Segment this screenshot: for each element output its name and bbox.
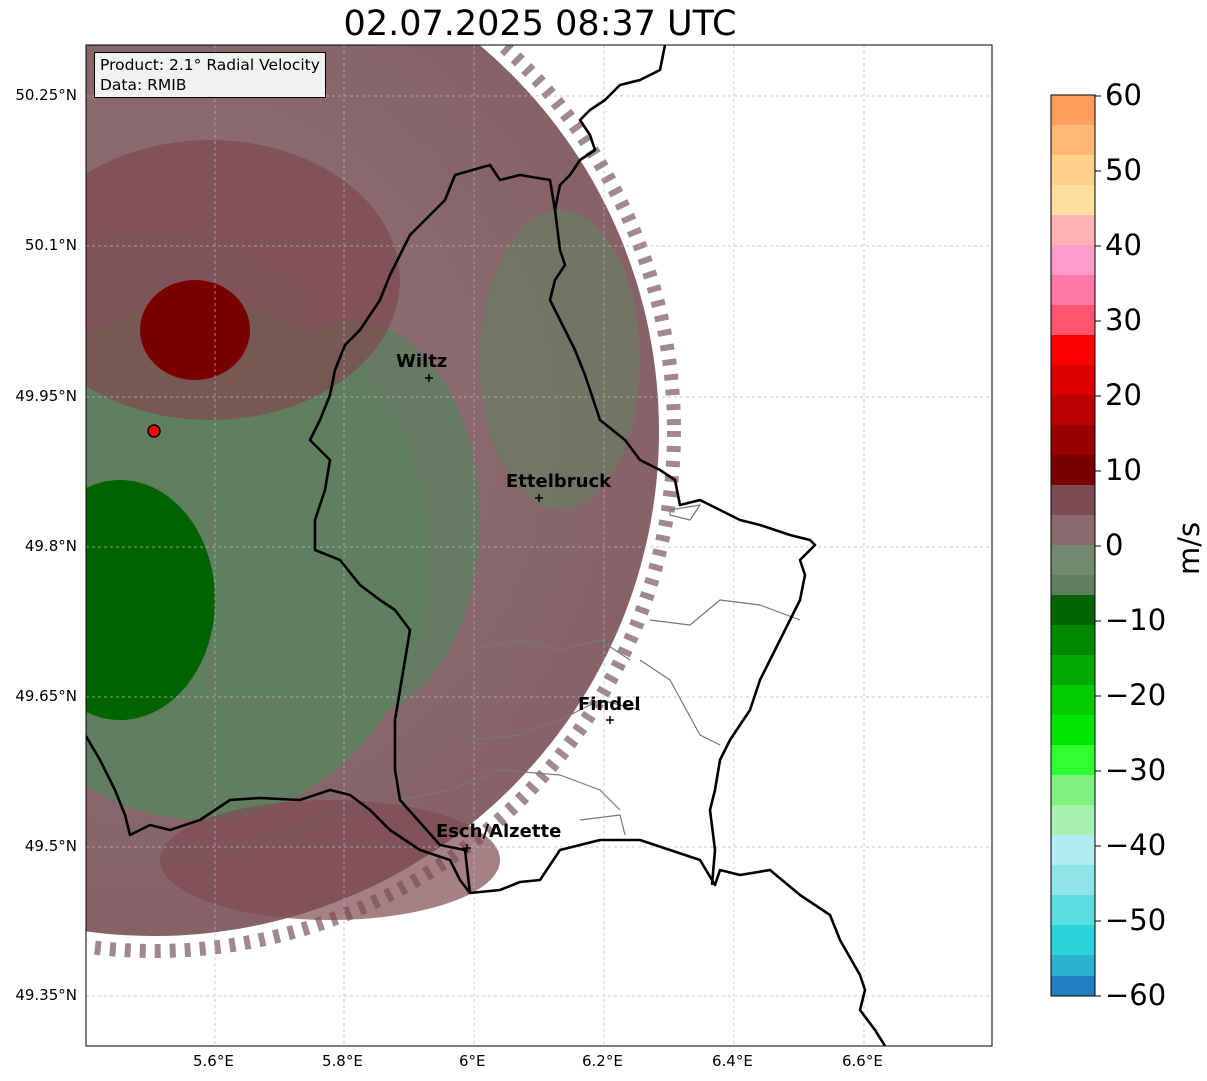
colorbar-tick-label: 60 [1105, 78, 1142, 112]
lat-tick-label: 49.8°N [24, 537, 77, 555]
colorbar-tick-label: 0 [1105, 528, 1124, 562]
strong-away-core [140, 280, 250, 380]
lat-tick-label: 49.95°N [15, 387, 77, 405]
city-markers [425, 374, 614, 852]
colorbar-tick-label: 50 [1105, 153, 1142, 187]
lon-tick-label: 6.4°E [712, 1052, 753, 1070]
lon-tick-label: 6.6°E [842, 1052, 883, 1070]
colorbar-tick-label: 10 [1105, 453, 1142, 487]
lon-tick-label: 6°E [459, 1052, 486, 1070]
colorbar-unit-label: m/s [1172, 521, 1206, 575]
colorbar-tick-label: 20 [1105, 378, 1142, 412]
colorbar-tick-label: −30 [1105, 753, 1167, 787]
lon-tick-label: 5.6°E [193, 1052, 234, 1070]
city-label-wiltz: Wiltz [396, 351, 448, 372]
colorbar-tick-label: −60 [1105, 978, 1167, 1012]
strong-toward-core [86, 480, 215, 720]
city-label-findel: Findel [578, 694, 641, 715]
colorbar-tick-label: −50 [1105, 903, 1167, 937]
colorbar-tick-label: −20 [1105, 678, 1167, 712]
lon-tick-label: 5.8°E [322, 1052, 363, 1070]
lat-tick-label: 49.5°N [24, 837, 77, 855]
radar-layer [86, 45, 681, 958]
graticule [86, 45, 992, 1046]
colorbar-tick-label: −40 [1105, 828, 1167, 862]
lat-tick-label: 50.1°N [24, 236, 77, 254]
product-label: Product: 2.1° Radial Velocity [100, 56, 320, 74]
colorbar-tick-label: 30 [1105, 303, 1142, 337]
city-label-ettelbruck: Ettelbruck [506, 471, 612, 492]
data-source-label: Data: RMIB [100, 76, 187, 94]
map-title: 02.07.2025 08:37 UTC [343, 4, 737, 44]
lat-tick-label: 50.25°N [15, 86, 77, 104]
product-info-box: Product: 2.1° Radial Velocity Data: RMIB [94, 52, 326, 98]
lat-tick-label: 49.35°N [15, 986, 77, 1004]
radar-site-marker [147, 424, 161, 438]
colorbar-tick-label: 40 [1105, 228, 1142, 262]
city-label-esch: Esch/Alzette [436, 821, 562, 842]
colorbar-tick-label: −10 [1105, 603, 1167, 637]
colorbar [1050, 94, 1101, 997]
lon-tick-label: 6.2°E [582, 1052, 623, 1070]
lat-tick-label: 49.65°N [15, 687, 77, 705]
country-borders [86, 45, 887, 1046]
